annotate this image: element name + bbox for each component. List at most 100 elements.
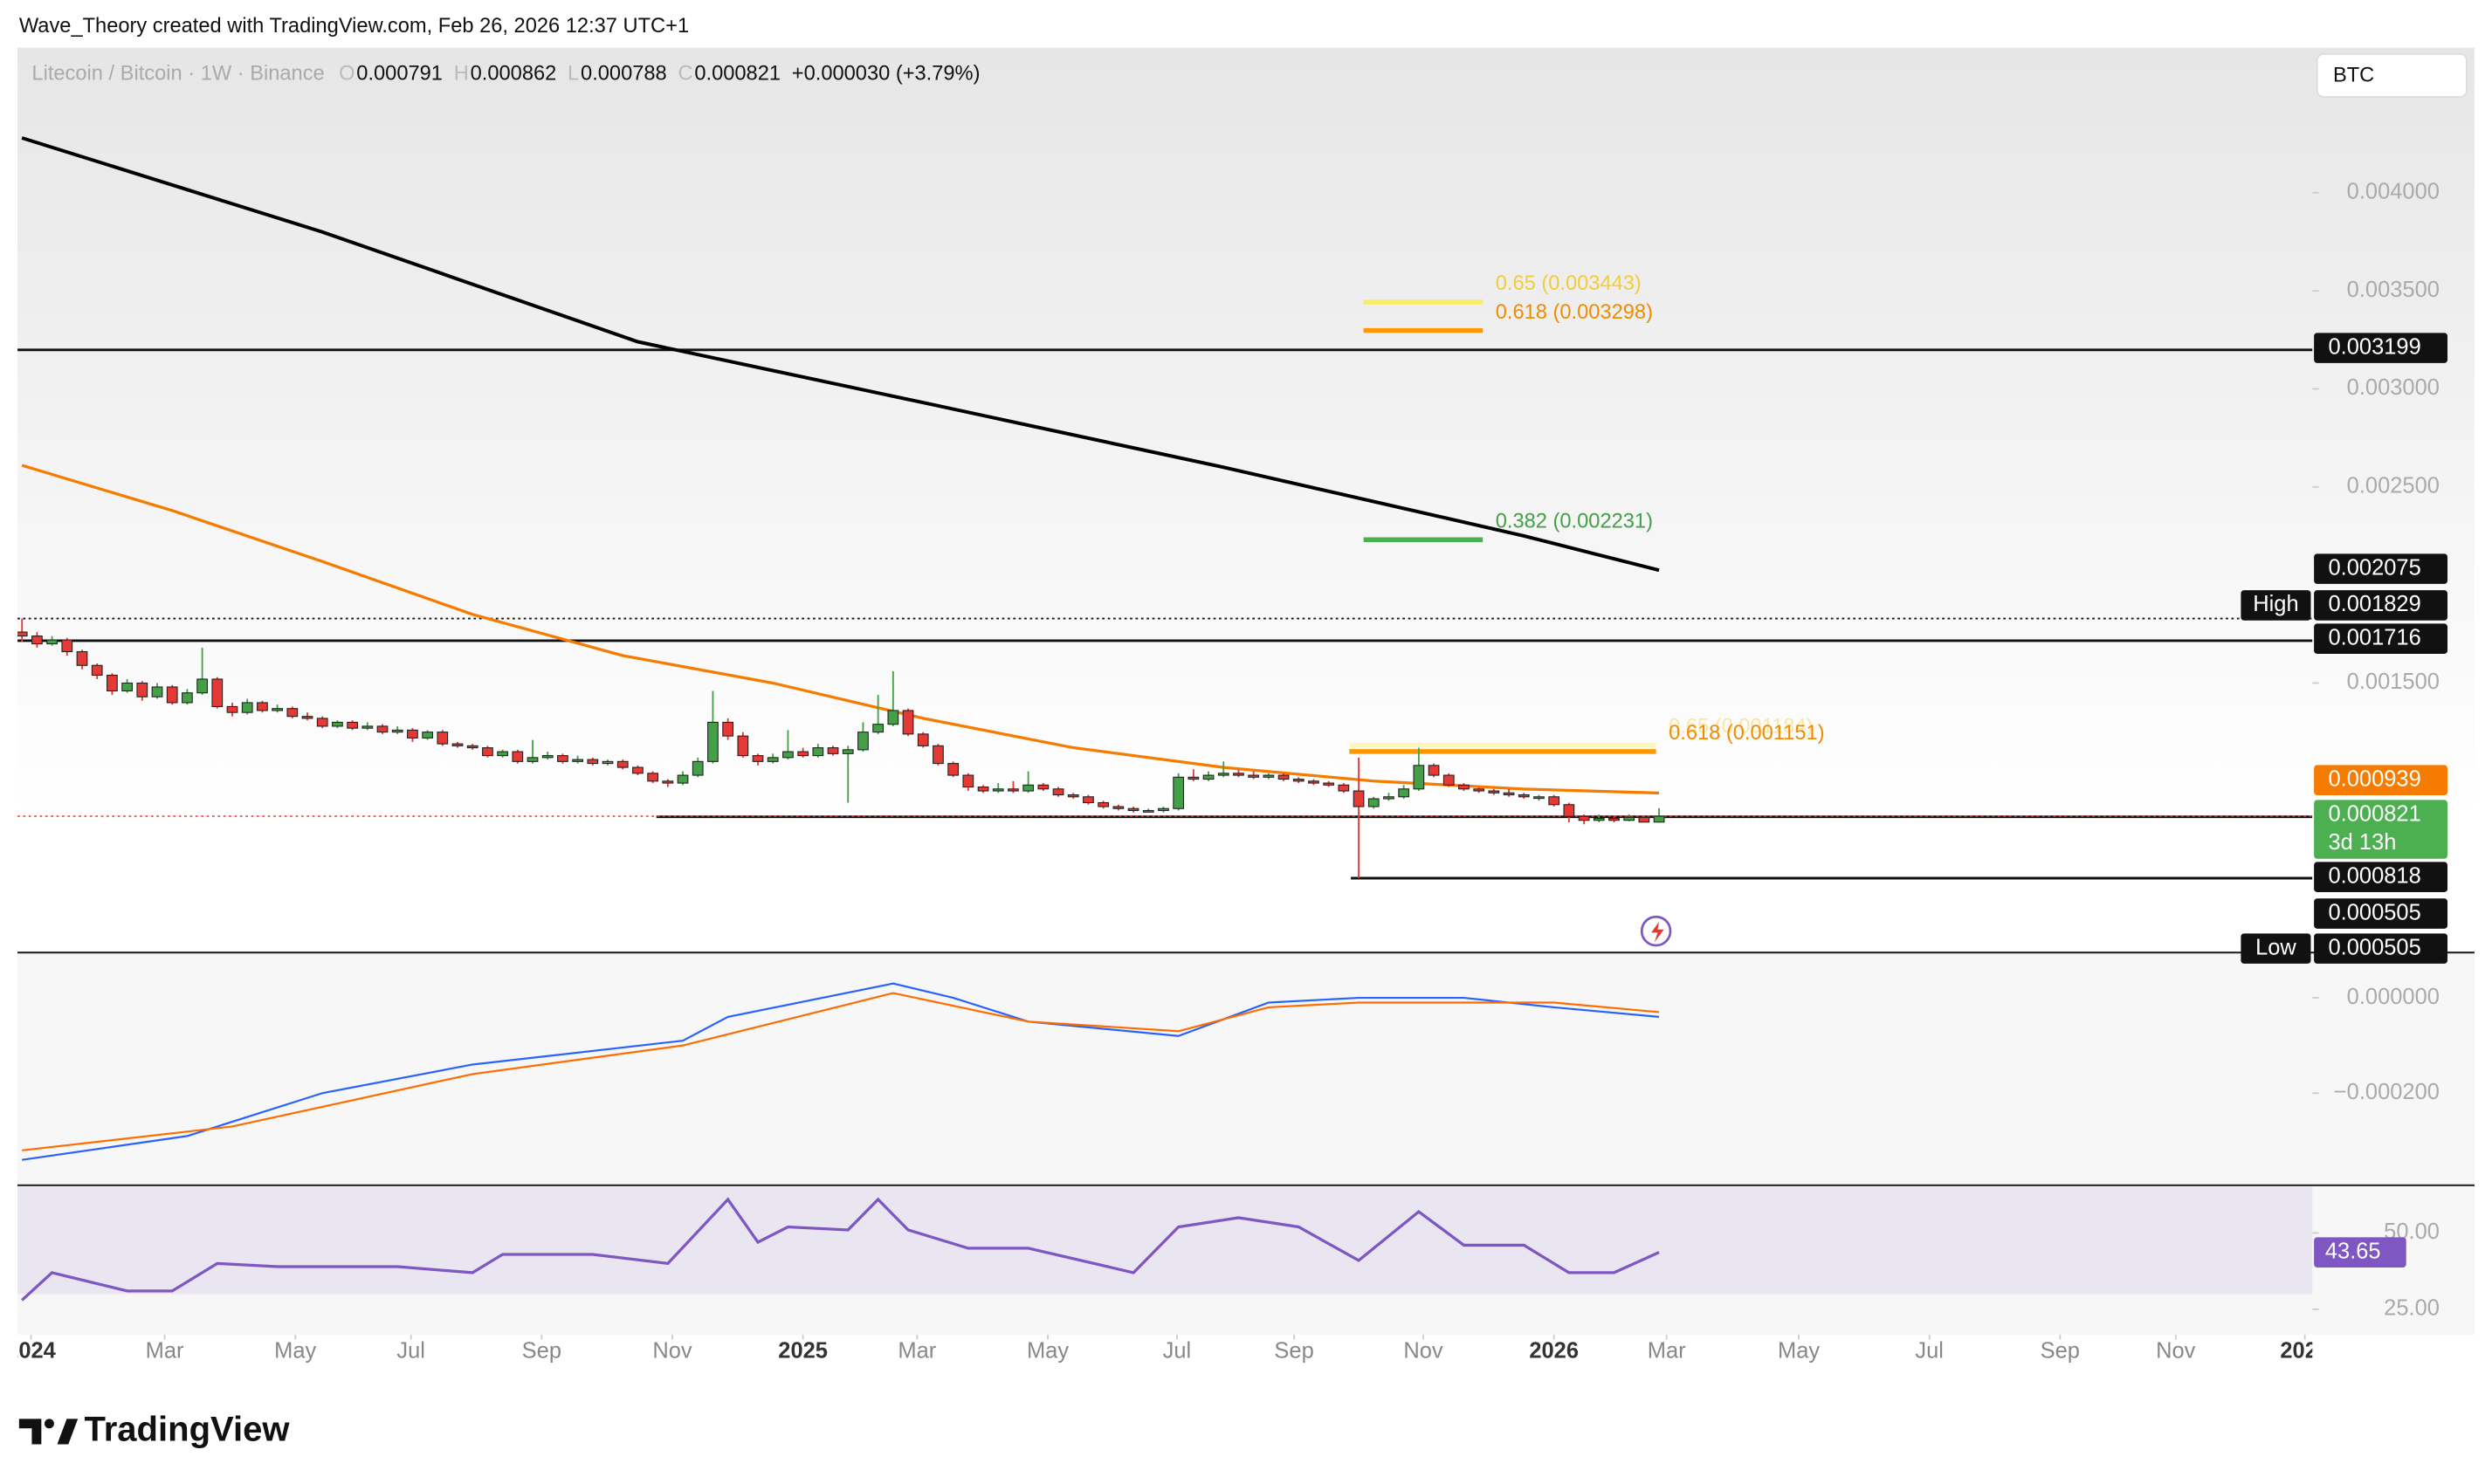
currency-box[interactable] [2316, 52, 2468, 98]
candle-body [992, 788, 1004, 792]
price-tag-label: 0.000505 [2329, 935, 2421, 959]
y-tick-label: 0.001500 [2347, 670, 2440, 694]
candle-body [241, 702, 253, 713]
candle-body [962, 774, 974, 788]
candle-body [451, 743, 464, 746]
macd-line [21, 982, 1660, 1161]
change: +0.000030 (+3.79%) [792, 63, 981, 86]
candle-body [1248, 774, 1260, 778]
candle-body [527, 757, 539, 762]
candle-body [632, 766, 644, 774]
candle-body [226, 705, 238, 713]
logo-icon [18, 1419, 42, 1445]
low-value: 0.000788 [581, 63, 667, 86]
candle-body [497, 751, 508, 757]
candle-body [1067, 794, 1079, 798]
fib-label: 0.618 (0.001151) [1669, 722, 1824, 745]
moving-average [21, 136, 1660, 573]
price-tag-label: 0.002075 [2329, 555, 2421, 580]
fib-label: 0.65 (0.001184) [1669, 716, 1813, 739]
candle-body [1488, 790, 1500, 794]
candle-body [1518, 794, 1530, 798]
candle-body [1563, 804, 1575, 817]
candle-body [887, 710, 899, 725]
candle-body [46, 639, 58, 645]
candle-body [692, 760, 704, 776]
price-tag-label: 0.001716 [2329, 625, 2421, 649]
countdown: 3d 13h [2329, 830, 2397, 855]
y-tick-label: 0.002500 [2347, 474, 2440, 498]
plot [17, 136, 2313, 1161]
y-tick-label: 0.003500 [2347, 278, 2440, 302]
candle-body [1473, 788, 1485, 792]
candle-body [1323, 782, 1335, 786]
candle-body [257, 702, 268, 711]
alert-icon [1640, 915, 1672, 947]
candle-body [391, 729, 403, 733]
candle-body [482, 747, 493, 757]
candle-body [437, 732, 449, 745]
price-tag [2314, 898, 2448, 929]
x-tick-label: May [274, 1339, 316, 1364]
candle-body [677, 774, 689, 784]
x-tick-label: May [1778, 1339, 1820, 1364]
x-tick-label: Jul [1163, 1339, 1192, 1364]
rsi-group [17, 1186, 2313, 1302]
price-tag-label: 0.001829 [2329, 592, 2421, 616]
candle-body [1428, 765, 1440, 776]
rsi-tag [2314, 1237, 2406, 1268]
candle-body [301, 716, 313, 719]
close-value: 0.000821 [694, 63, 781, 86]
time-axis [17, 1334, 2475, 1377]
candle-body [196, 678, 208, 694]
currency[interactable]: BTC [2333, 65, 2374, 87]
candle-body [1098, 801, 1110, 807]
open-value: 0.000791 [356, 63, 443, 86]
x-tick-label: Nov [1403, 1339, 1443, 1364]
x-tick-label: Sep [522, 1339, 561, 1364]
candle-body [1458, 784, 1470, 790]
candle-body [602, 760, 614, 765]
candle-body [1413, 765, 1425, 790]
candle-body [1442, 774, 1455, 786]
candle-body [1653, 815, 1665, 823]
candle-body [557, 755, 568, 762]
candle-body [1292, 779, 1305, 782]
y-tick-label: 0.000000 [2347, 985, 2440, 1009]
y-tick-label: 0.003000 [2347, 375, 2440, 400]
candle-body [1533, 796, 1545, 800]
candle-body [1037, 784, 1050, 790]
candle-body [541, 755, 554, 759]
x-tick-label: Nov [2156, 1339, 2196, 1364]
candle-body [1548, 796, 1560, 806]
candle-body [1383, 796, 1394, 800]
price-tag [2314, 553, 2448, 584]
candle-body [286, 708, 299, 718]
alert-icon [1651, 921, 1664, 943]
ohlc-letter: H [454, 63, 469, 86]
x-tick-label: Sep [1274, 1339, 1313, 1364]
logo-icon [57, 1419, 79, 1445]
x-tick-label: 2025 [778, 1339, 828, 1364]
candle-body [797, 751, 809, 757]
rsi-tag-label: 43.65 [2325, 1239, 2381, 1263]
candle-body [1608, 817, 1620, 821]
fib-label: 0.618 (0.003298) [1496, 301, 1653, 324]
logo-text: TradingView [84, 1411, 290, 1449]
candle-body [947, 763, 960, 776]
candle-body [182, 692, 193, 704]
x-tick-label: Mar [898, 1339, 936, 1364]
price-tag-label: 0.000821 [2329, 801, 2421, 826]
candle-body [827, 747, 839, 754]
candle-body [1022, 784, 1035, 792]
candle-body [466, 745, 478, 749]
candle-body [1052, 788, 1064, 796]
candle-body [1367, 798, 1380, 807]
x-axis: 2024 Mar May Jul Sep Nov 2025 Mar May Jul Sep Nov 20… [17, 1334, 2312, 1364]
symbol: Litecoin / Bitcoin · 1W · Binance [31, 63, 324, 86]
candle-body [1112, 806, 1125, 809]
candle-body [857, 732, 869, 751]
candle-body [662, 780, 674, 784]
candle-body [166, 686, 178, 704]
candle-body [1202, 774, 1215, 780]
